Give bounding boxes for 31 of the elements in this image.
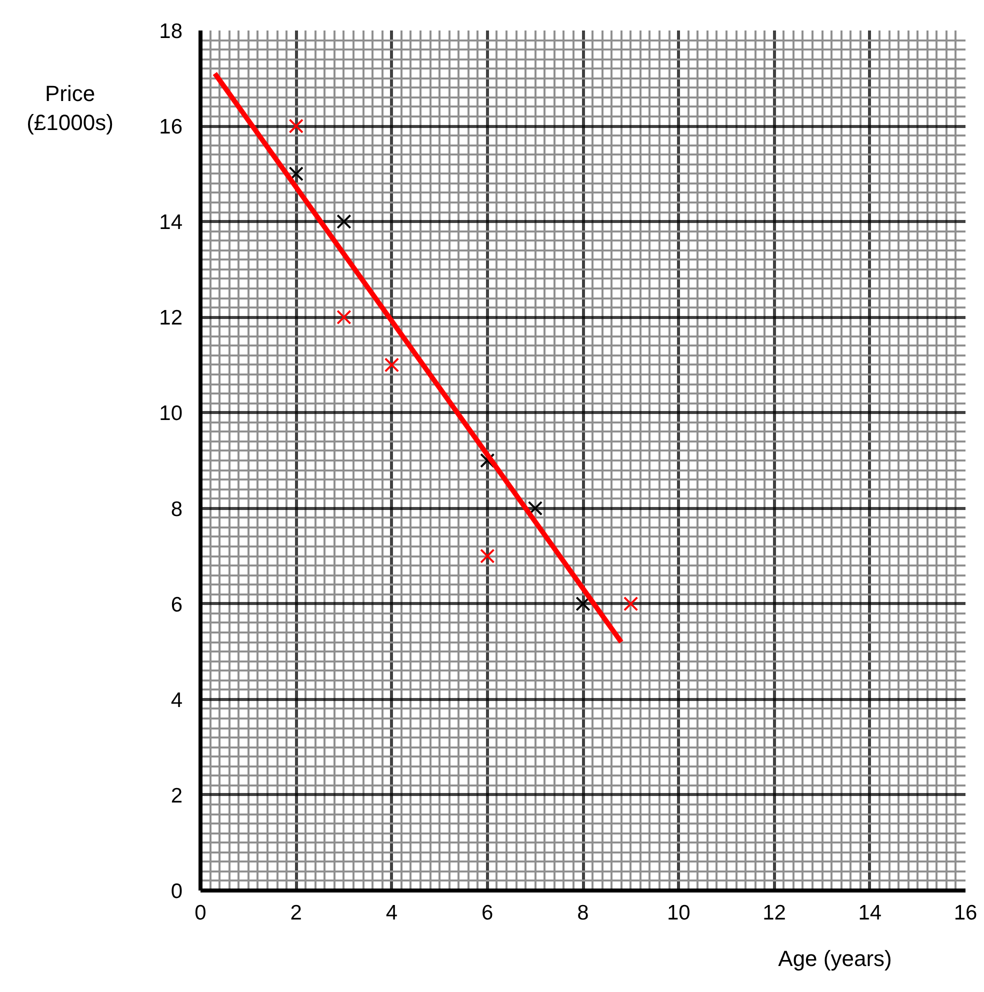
point — [384, 358, 400, 372]
point — [336, 214, 352, 229]
x-tick-label: 4 — [386, 902, 398, 924]
y-tick-label: 18 — [159, 20, 182, 43]
y-tick-label: 0 — [170, 880, 183, 903]
y-tick-label: 2 — [170, 784, 183, 808]
point — [288, 118, 304, 134]
x-tick-label: 16 — [954, 902, 978, 924]
y-tick-label: 12 — [159, 306, 182, 330]
y-axis-title: Price (£1000s) — [26, 80, 114, 137]
x-tick-label: 14 — [858, 902, 882, 924]
point — [623, 596, 638, 612]
point — [480, 453, 495, 468]
y-tick-label: 14 — [159, 211, 183, 234]
point — [480, 548, 495, 564]
x-tick-label: 2 — [290, 902, 302, 924]
point — [336, 310, 352, 325]
y-tick-label: 4 — [170, 688, 183, 712]
x-axis-title: Age (years) — [778, 945, 892, 973]
point — [528, 500, 543, 516]
x-tick-label: 6 — [482, 902, 494, 924]
point — [576, 596, 590, 612]
point — [288, 166, 304, 182]
x-tick-label: 12 — [762, 902, 786, 924]
x-tick-label: 8 — [577, 902, 589, 924]
y-tick-label: 8 — [170, 498, 183, 521]
y-tick-label: 16 — [159, 116, 182, 139]
y-tick-label: 6 — [170, 593, 183, 616]
x-tick-label: 10 — [666, 902, 690, 924]
x-tick-label: 0 — [194, 902, 206, 924]
y-tick-label: 10 — [159, 402, 182, 426]
